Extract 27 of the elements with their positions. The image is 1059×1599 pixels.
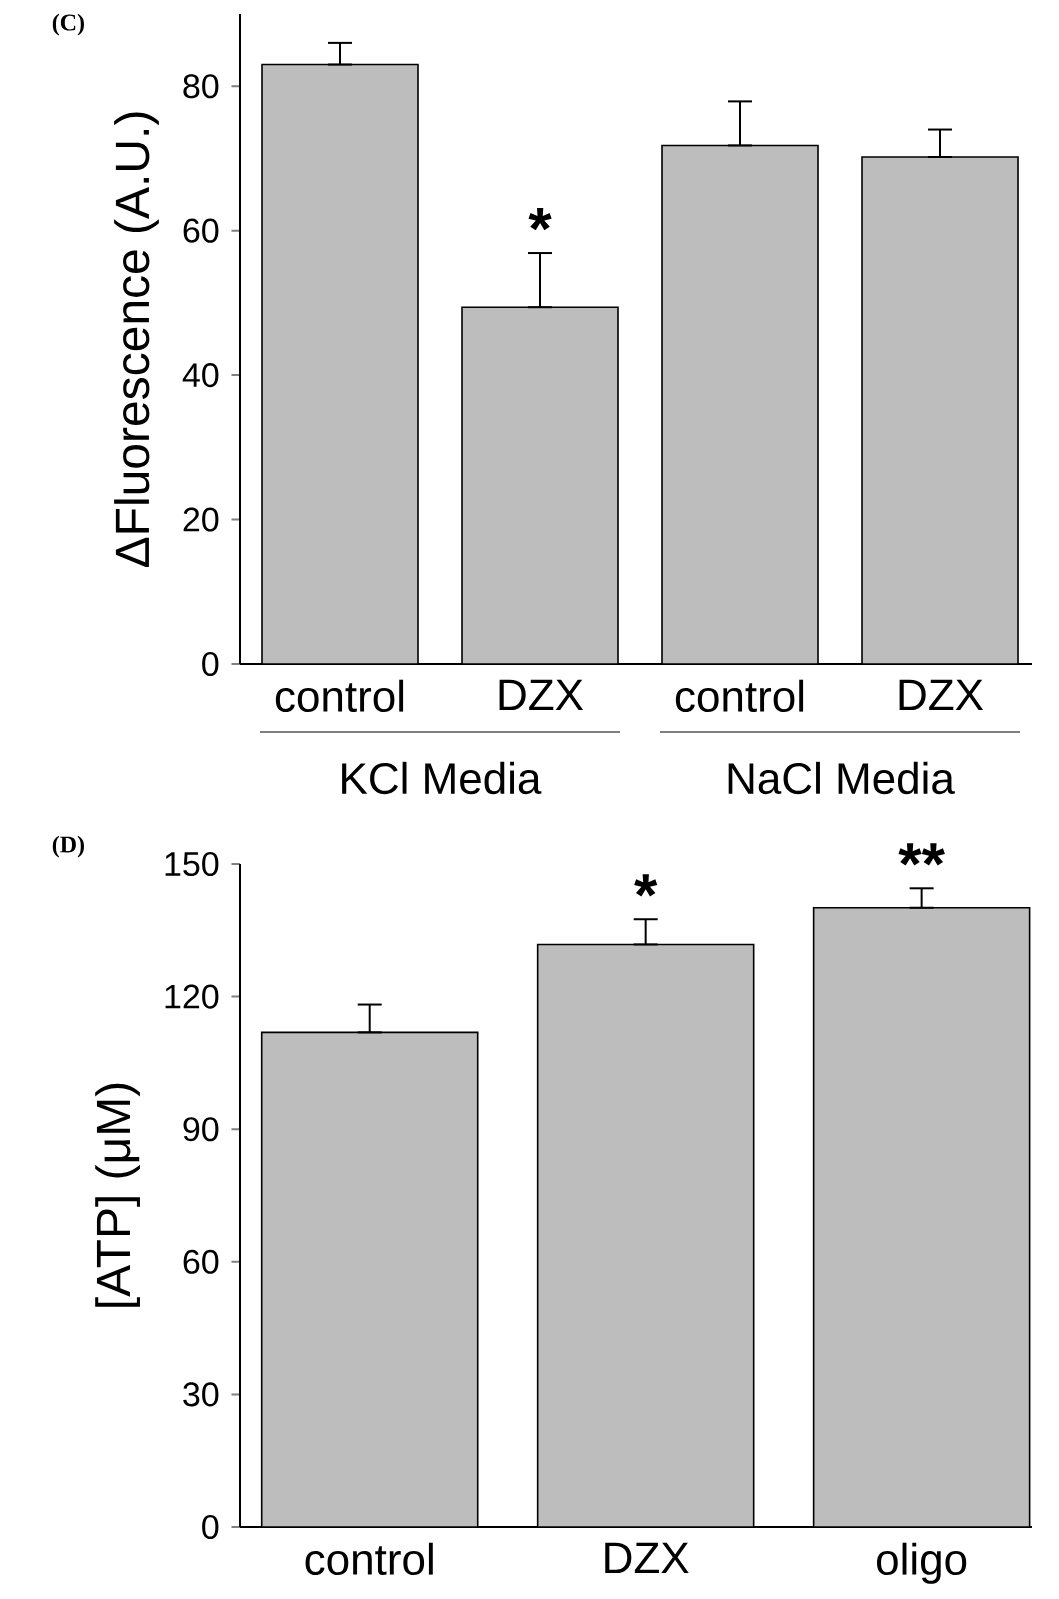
annotation: * — [634, 874, 658, 897]
chart-title: (C) — [52, 13, 84, 36]
y-tick-label: 40 — [182, 363, 219, 388]
annotation: * — [528, 208, 552, 231]
y-tick-label: 0 — [202, 1514, 219, 1540]
x-tick-label: DZX — [899, 679, 984, 710]
x-tick-label: DZX — [605, 1542, 689, 1573]
y-tick-label: 90 — [183, 1117, 219, 1142]
y-tick-label: 60 — [183, 218, 219, 243]
y-tick-label: 20 — [183, 507, 219, 532]
y-tick-label: 120 — [165, 984, 219, 1009]
annotation: ** — [898, 843, 945, 866]
x-tick-label: DZX — [499, 679, 584, 710]
text: KCl Media — [342, 761, 542, 795]
x-tick-label: control — [305, 1542, 433, 1576]
x-tick-label: oligo — [877, 1542, 967, 1584]
y-tick-label: 30 — [183, 1382, 219, 1407]
y-tick-label: 60 — [183, 1249, 219, 1274]
y-axis-title: [ATP] (μM) — [95, 1083, 140, 1307]
y-tick-label: 0 — [202, 651, 219, 677]
y-tick-label: 150 — [165, 851, 219, 877]
y-axis-title: ΔFluorescence (A.U.) — [114, 112, 159, 567]
chart-title: (D) — [52, 835, 84, 858]
x-tick-label: control — [675, 679, 804, 713]
y-tick-label: 80 — [183, 74, 219, 99]
x-tick-label: control — [275, 679, 404, 713]
text: NaCl Media — [728, 761, 955, 795]
